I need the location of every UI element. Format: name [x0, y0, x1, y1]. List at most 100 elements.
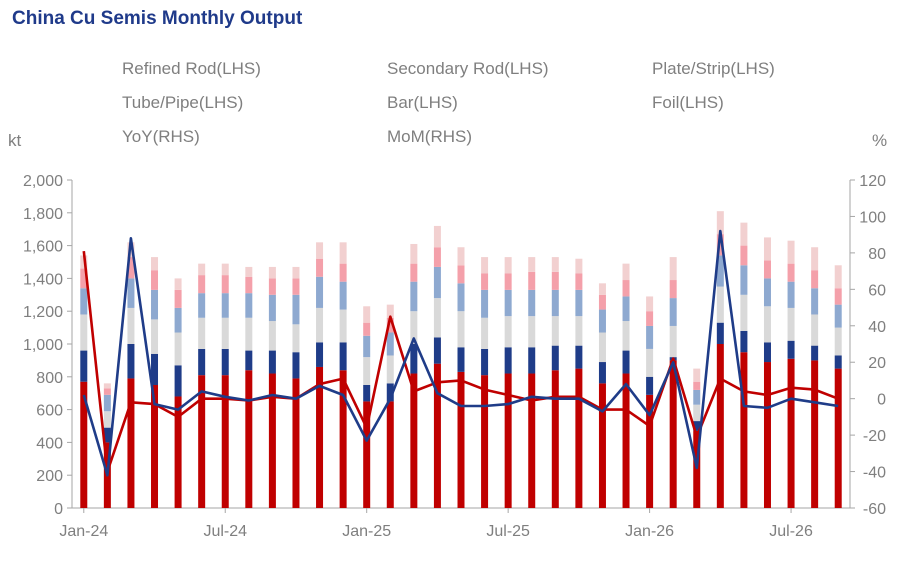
series-line: [82, 250, 839, 473]
bar-segment: [787, 358, 795, 508]
right-axis-unit: %: [872, 131, 887, 150]
bar-segment: [787, 307, 795, 341]
bar-segment: [622, 350, 630, 374]
bar-segment: [198, 293, 206, 318]
right-tick-label: -60: [863, 501, 886, 518]
bar-segment: [245, 276, 253, 294]
legend-entry: Secondary Rod(LHS): [387, 59, 549, 78]
bar-segment: [575, 273, 583, 290]
bar-segment: [316, 307, 324, 343]
left-axis-unit: kt: [8, 131, 22, 150]
bar-segment: [646, 311, 654, 326]
legend-entry: Bar(LHS): [387, 93, 458, 112]
bar-segment: [740, 330, 748, 353]
bar-segment: [763, 260, 771, 279]
bar-segment: [103, 394, 111, 412]
bar-segment: [528, 271, 536, 290]
bar-segment: [504, 289, 512, 317]
right-tick-label: -40: [863, 465, 886, 482]
bar-segment: [268, 294, 276, 322]
bar-segment: [693, 421, 701, 431]
bar-segment: [834, 368, 842, 508]
bar-segment: [716, 255, 724, 287]
bar-segment: [221, 375, 229, 508]
bar-segment: [787, 240, 795, 264]
bar-segment: [811, 314, 819, 346]
left-tick-label: 1,000: [23, 337, 63, 354]
bar-segment: [363, 322, 371, 336]
bar-segment: [292, 378, 300, 508]
bar-segment: [80, 288, 88, 315]
bar-segment: [433, 337, 441, 364]
bar-segment: [457, 371, 465, 508]
bar-segment: [622, 280, 630, 297]
bar-segment: [457, 247, 465, 266]
bar-segment: [740, 294, 748, 331]
right-tick-label: 20: [868, 355, 886, 372]
bar-segment: [151, 270, 159, 290]
bar-segment: [834, 327, 842, 356]
right-tick-label: -20: [863, 428, 886, 445]
bar-segment: [646, 296, 654, 312]
bar-segment: [787, 340, 795, 359]
right-tick-label: 100: [859, 209, 886, 226]
bar-segment: [151, 353, 159, 385]
bar-segment: [716, 286, 724, 323]
bar-segment: [292, 294, 300, 325]
bar-segment: [80, 350, 88, 382]
bar-segment: [221, 317, 229, 349]
right-tick-label: 0: [877, 392, 886, 409]
bar-segment: [693, 381, 701, 390]
bar-segment: [151, 385, 159, 508]
bar-segment: [740, 265, 748, 295]
bar-segment: [598, 283, 606, 295]
bar-segment: [386, 332, 394, 356]
bar-segment: [504, 316, 512, 348]
series-line: [82, 229, 839, 477]
bar-segment: [551, 345, 559, 371]
bar-segment: [598, 362, 606, 384]
bar-segment: [740, 222, 748, 246]
bar-segment: [575, 316, 583, 346]
bar-segment: [528, 257, 536, 272]
bar-segment: [433, 298, 441, 338]
left-tick-label: 1,200: [23, 304, 63, 321]
bar-segment: [198, 348, 206, 376]
right-tick-label: 40: [868, 319, 886, 336]
legend: Refined Rod(LHS) Secondary Rod(LHS) Plate/…: [122, 59, 775, 146]
bar-segment: [410, 344, 418, 374]
bar-segment: [80, 268, 88, 289]
bar-segment: [363, 335, 371, 358]
left-tick-label: 800: [36, 370, 63, 387]
bar-segment: [433, 225, 441, 248]
left-tick-label: 2,000: [23, 173, 63, 190]
x-tick-label: Jan-26: [625, 523, 674, 540]
bar-segment: [551, 370, 559, 508]
left-tick-label: 1,600: [23, 239, 63, 256]
x-tick-label: Jul-26: [769, 523, 813, 540]
bar-segment: [481, 273, 489, 290]
bar-segment: [669, 280, 677, 299]
bar-segment: [292, 266, 300, 279]
bar-segment: [103, 411, 111, 428]
bar-segment: [646, 348, 654, 377]
bar-segment: [292, 324, 300, 353]
stacked-bars: [80, 211, 842, 508]
bar-segment: [292, 278, 300, 295]
bar-segment: [245, 317, 253, 351]
bar-segment: [386, 383, 394, 402]
bar-segment: [339, 281, 347, 310]
bar-segment: [598, 294, 606, 310]
bar-segment: [504, 273, 512, 290]
legend-entry: YoY(RHS): [122, 127, 200, 146]
bar-segment: [598, 332, 606, 363]
bar-segment: [763, 362, 771, 508]
bar-segment: [410, 311, 418, 344]
bar-segment: [669, 325, 677, 358]
bar-segment: [268, 266, 276, 279]
legend-entry: Plate/Strip(LHS): [652, 59, 775, 78]
bar-segment: [669, 257, 677, 281]
bar-segment: [198, 275, 206, 294]
left-tick-label: 200: [36, 468, 63, 485]
bar-segment: [622, 263, 630, 281]
